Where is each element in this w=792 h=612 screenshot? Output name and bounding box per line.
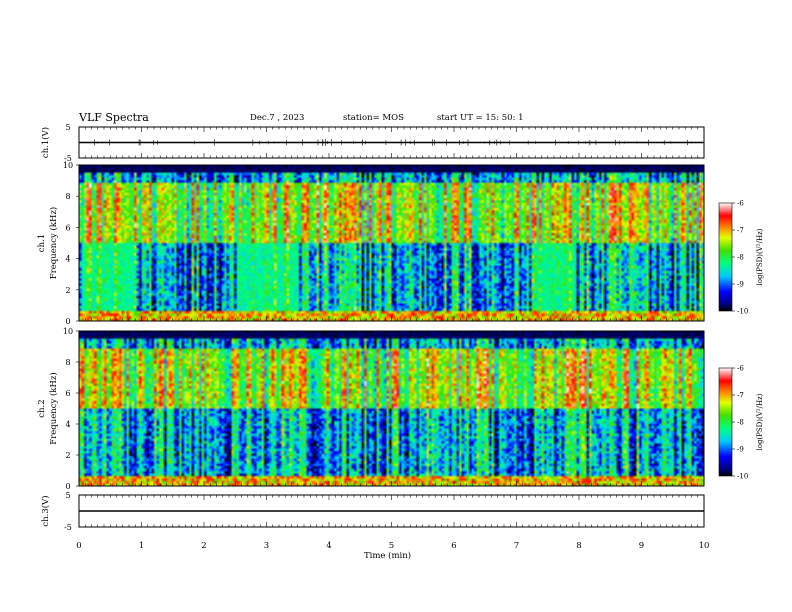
x-tick-label: 4 <box>326 541 331 551</box>
y-tick-label-spec2: 6 <box>65 389 70 398</box>
colorbar-spec2 <box>718 367 733 477</box>
colorbar-tick-label-spec2: -6 <box>737 365 744 373</box>
colorbar-tick-label-spec1: -6 <box>737 200 744 208</box>
y-tick-label-ch3: 5 <box>65 491 70 500</box>
y-tick-label-spec1: 6 <box>65 223 70 232</box>
x-tick-label: 2 <box>201 541 206 551</box>
y-axis-label-ch3: ch.3(V) <box>40 495 51 526</box>
y-tick-label-spec2: 2 <box>65 451 70 460</box>
date-label: Dec.7 , 2023 <box>250 113 305 123</box>
spectrogram-image-spec2 <box>79 331 704 486</box>
y-axis-label-spec1: Frequency (kHz) <box>48 207 59 279</box>
colorbar-tick-label-spec1: -8 <box>737 254 744 262</box>
x-tick-label: 9 <box>639 541 644 551</box>
x-tick-label: 0 <box>76 541 81 551</box>
y-axis-label-spec2: Frequency (kHz) <box>48 372 59 444</box>
colorbar-tick-label-spec1: -7 <box>737 227 744 235</box>
y-axis-channel-label-spec2: ch.2 <box>37 399 47 417</box>
colorbar-tick-label-spec1: -10 <box>737 308 748 316</box>
x-tick-label: 6 <box>451 541 456 551</box>
x-tick-label: 7 <box>514 541 519 551</box>
figure-title: VLF Spectra <box>79 111 149 124</box>
y-tick-label-spec2: 10 <box>63 327 73 336</box>
x-tick-label: 1 <box>139 541 144 551</box>
colorbar-label-spec1: log(PSD)(V²/Hz) <box>756 228 764 285</box>
colorbar-tick-label-spec2: -9 <box>737 446 744 454</box>
station-label: station= MOS <box>343 113 404 123</box>
start-time-label: start UT = 15: 50: 1 <box>437 113 524 123</box>
y-tick-label-spec2: 4 <box>65 420 70 429</box>
x-tick-label: 10 <box>699 541 710 551</box>
y-tick-label-spec1: 2 <box>65 286 70 295</box>
y-tick-label-spec1: 0 <box>65 317 70 326</box>
y-tick-label-spec1: 8 <box>65 192 70 201</box>
y-tick-label-spec1: 4 <box>65 255 70 264</box>
y-axis-label-ch1: ch.1(V) <box>40 127 51 158</box>
spectrogram-image-spec1 <box>79 165 704 321</box>
colorbar-spec1 <box>718 202 733 312</box>
colorbar-tick-label-spec2: -8 <box>737 419 744 427</box>
x-tick-label: 8 <box>576 541 581 551</box>
colorbar-label-spec2: log(PSD)(V²/Hz) <box>756 393 764 450</box>
x-axis-label: Time (min) <box>364 550 411 561</box>
y-tick-label-ch1: 5 <box>65 123 70 132</box>
y-tick-label-spec1: 10 <box>63 161 73 170</box>
y-tick-label-ch1: -5 <box>64 154 72 163</box>
y-tick-label-ch3: -5 <box>64 523 72 532</box>
y-tick-label-spec2: 0 <box>65 482 70 491</box>
colorbar-tick-label-spec2: -7 <box>737 392 744 400</box>
y-tick-label-spec2: 8 <box>65 358 70 367</box>
y-axis-channel-label-spec1: ch.1 <box>37 234 47 252</box>
colorbar-tick-label-spec1: -9 <box>737 281 744 289</box>
x-tick-label: 5 <box>389 541 394 551</box>
colorbar-tick-label-spec2: -10 <box>737 473 748 481</box>
x-tick-label: 3 <box>264 541 269 551</box>
